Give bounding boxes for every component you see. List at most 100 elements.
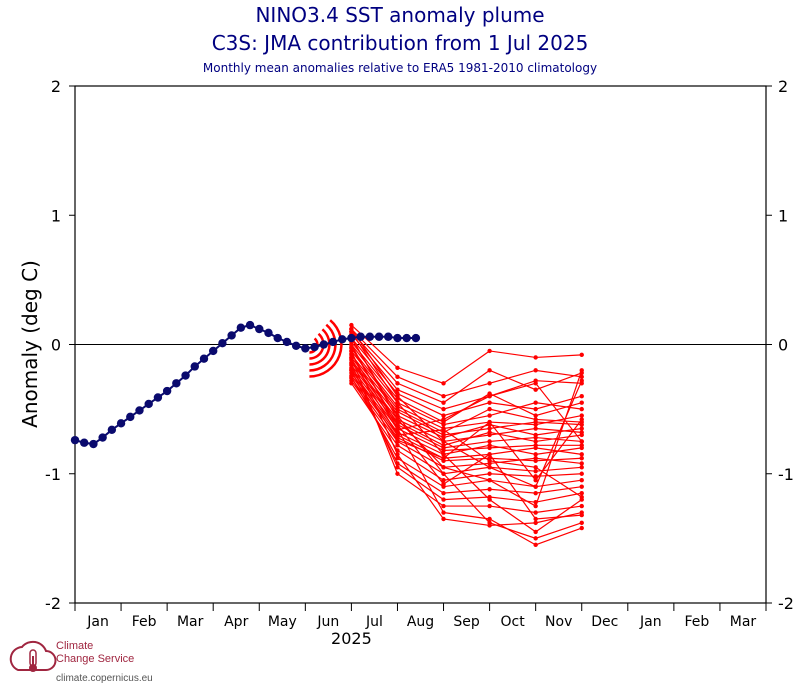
forecast-member-line bbox=[350, 353, 583, 442]
forecast-arc bbox=[309, 332, 325, 360]
chart-title-line2: C3S: JMA contribution from 1 Jul 2025 bbox=[211, 31, 589, 55]
forecast-point bbox=[487, 478, 492, 483]
observed-point bbox=[199, 354, 209, 363]
forecast-point bbox=[533, 406, 538, 412]
forecast-point bbox=[579, 478, 584, 483]
forecast-point bbox=[579, 465, 584, 470]
forecast-arc bbox=[309, 328, 331, 366]
observed-point bbox=[172, 379, 181, 388]
forecast-point bbox=[441, 456, 446, 461]
forecast-point bbox=[579, 406, 584, 412]
forecast-member-line bbox=[350, 376, 582, 488]
forecast-point bbox=[349, 356, 354, 361]
forecast-member-line bbox=[350, 357, 582, 514]
observed-point bbox=[319, 340, 328, 349]
forecast-point bbox=[487, 497, 492, 502]
forecast-point bbox=[579, 456, 584, 461]
forecast-arc bbox=[309, 319, 343, 378]
forecast-point bbox=[487, 419, 492, 425]
x-tick-label: May bbox=[268, 614, 297, 630]
forecast-member-line bbox=[350, 344, 582, 546]
observed-point bbox=[236, 323, 246, 332]
observed-point bbox=[393, 333, 402, 343]
forecast-point bbox=[441, 417, 446, 422]
thermometer-cloud-icon bbox=[9, 640, 57, 672]
forecast-member-line bbox=[350, 328, 583, 488]
forecast-point bbox=[533, 520, 538, 526]
forecast-point bbox=[487, 394, 492, 399]
x-tick-label: Aug bbox=[407, 614, 434, 630]
forecast-point bbox=[487, 348, 492, 354]
forecast-point bbox=[395, 427, 400, 433]
forecast-point bbox=[395, 456, 400, 461]
forecast-point bbox=[579, 378, 584, 383]
forecast-point bbox=[395, 417, 400, 422]
forecast-point bbox=[349, 381, 354, 386]
observed-point bbox=[144, 399, 153, 409]
observed-point bbox=[374, 332, 384, 341]
forecast-point bbox=[349, 374, 354, 380]
forecast-point bbox=[579, 400, 584, 405]
forecast-point bbox=[579, 490, 584, 496]
forecast-member-line bbox=[350, 328, 582, 397]
year-label: 2025 bbox=[331, 629, 372, 648]
forecast-point bbox=[441, 435, 446, 440]
forecast-point bbox=[533, 355, 538, 360]
forecast-point bbox=[441, 510, 446, 515]
forecast-point bbox=[349, 366, 354, 372]
forecast-member-line bbox=[350, 331, 583, 533]
forecast-point bbox=[395, 432, 400, 438]
forecast-point bbox=[533, 529, 538, 535]
forecast-point bbox=[395, 422, 400, 427]
forecast-member-line bbox=[350, 324, 582, 384]
forecast-point bbox=[533, 478, 538, 483]
forecast-point bbox=[349, 361, 354, 367]
observed-point bbox=[411, 333, 421, 343]
forecast-point bbox=[441, 516, 446, 522]
forecast-point bbox=[487, 465, 492, 470]
forecast-point bbox=[487, 503, 492, 509]
forecast-member-line bbox=[350, 336, 583, 507]
observed-point bbox=[337, 335, 347, 344]
observed-point bbox=[209, 346, 218, 356]
forecast-point bbox=[533, 452, 538, 457]
forecast-point bbox=[533, 435, 538, 440]
forecast-point bbox=[533, 468, 538, 474]
forecast-point bbox=[579, 417, 584, 422]
logo-url: climate.copernicus.eu bbox=[56, 673, 153, 684]
observed-point bbox=[153, 393, 163, 402]
forecast-point bbox=[579, 426, 584, 431]
forecast-point bbox=[395, 471, 400, 476]
x-tick-label: Jul bbox=[365, 614, 383, 630]
forecast-point bbox=[533, 419, 538, 425]
x-tick-label: Dec bbox=[591, 614, 618, 630]
observed-point bbox=[384, 332, 393, 341]
forecast-point bbox=[533, 465, 538, 470]
y-tick-label-left: 0 bbox=[51, 336, 61, 355]
x-tick-label: Oct bbox=[501, 614, 526, 630]
forecast-point bbox=[533, 503, 538, 509]
forecast-point bbox=[579, 494, 584, 500]
forecast-point bbox=[395, 394, 400, 399]
forecast-member-line bbox=[350, 333, 582, 410]
chart-axes: 2 2 1 1 0 0 -1 -1 -2 -2 Jan Feb Mar Apr May Jun Jul Aug Se… bbox=[45, 77, 794, 648]
observed-point bbox=[245, 320, 255, 330]
forecast-point bbox=[533, 387, 538, 392]
forecast-point bbox=[487, 426, 492, 431]
forecast-point bbox=[487, 413, 492, 418]
forecast-member-line bbox=[350, 372, 582, 459]
forecast-point bbox=[395, 381, 400, 386]
forecast-point bbox=[487, 516, 492, 522]
forecast-point bbox=[579, 484, 584, 489]
forecast-member-line bbox=[350, 368, 583, 482]
observed-point bbox=[98, 433, 107, 442]
forecast-point bbox=[533, 381, 538, 386]
forecast-point bbox=[487, 430, 492, 435]
forecast-point bbox=[441, 481, 446, 487]
forecast-point bbox=[487, 443, 492, 448]
observed-point bbox=[190, 362, 199, 371]
forecast-point bbox=[395, 400, 400, 405]
logo-text-climate: Climate bbox=[56, 640, 94, 652]
forecast-member-line bbox=[350, 367, 582, 452]
